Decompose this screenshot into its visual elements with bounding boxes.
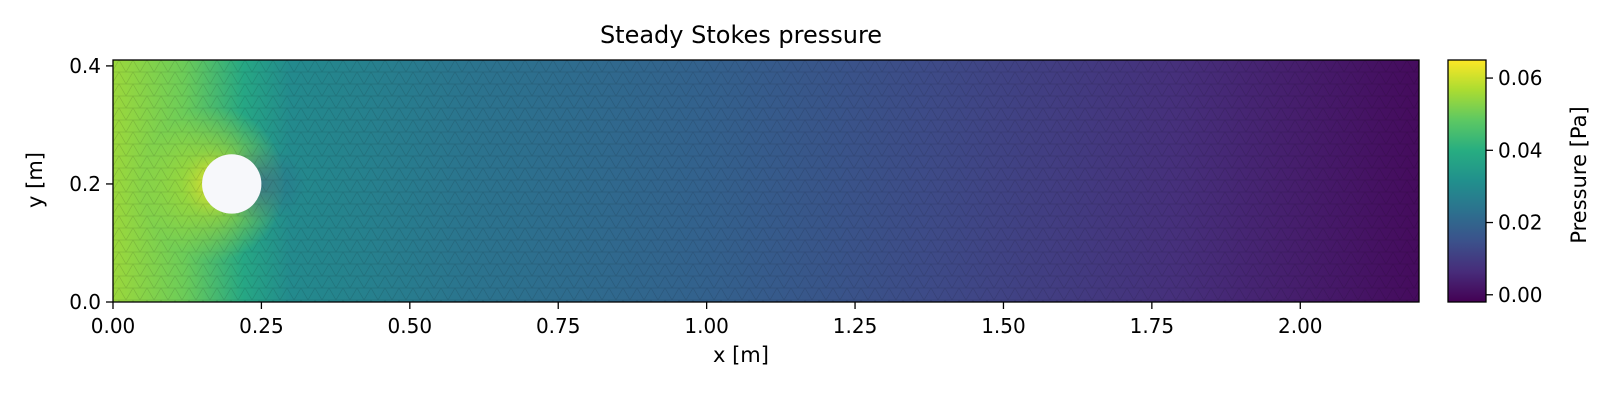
x-tick-label: 0.75 [536,314,581,338]
colorbar-axis: 0.00 0.02 0.04 0.06 [1486,66,1543,307]
colorbar-tick-label: 0.04 [1498,138,1543,162]
chart-title: Steady Stokes pressure [600,21,882,49]
y-axis-label: y [m] [23,152,47,208]
colorbar-label: Pressure [Pa] [1567,106,1591,243]
x-tick-label: 0.50 [388,314,433,338]
x-tick-label: 1.25 [833,314,878,338]
y-tick-label: 0.0 [69,290,101,314]
colorbar-frame [1447,59,1487,303]
x-axis-label: x [m] [713,343,769,367]
x-tick-label: 0.00 [91,314,136,338]
x-axis: 0.00 0.25 0.50 0.75 1.00 1.25 1.50 1.75 2.00 [91,302,1323,338]
colorbar-tick-label: 0.02 [1498,211,1543,235]
y-axis: 0.0 0.2 0.4 [69,54,113,314]
plot-frame [112,59,1420,303]
mesh-overlay [113,60,1419,302]
x-tick-label: 2.00 [1278,314,1323,338]
y-tick-label: 0.2 [69,172,101,196]
x-tick-label: 1.00 [684,314,729,338]
colorbar-tick-label: 0.00 [1498,283,1543,307]
y-tick-label: 0.4 [69,54,101,78]
x-tick-label: 0.25 [239,314,284,338]
colorbar [1448,60,1486,302]
x-tick-label: 1.75 [1130,314,1175,338]
plot-area [113,60,1419,302]
x-tick-label: 1.50 [981,314,1026,338]
colorbar-tick-label: 0.06 [1498,66,1543,90]
cylinder-obstacle [202,154,262,214]
